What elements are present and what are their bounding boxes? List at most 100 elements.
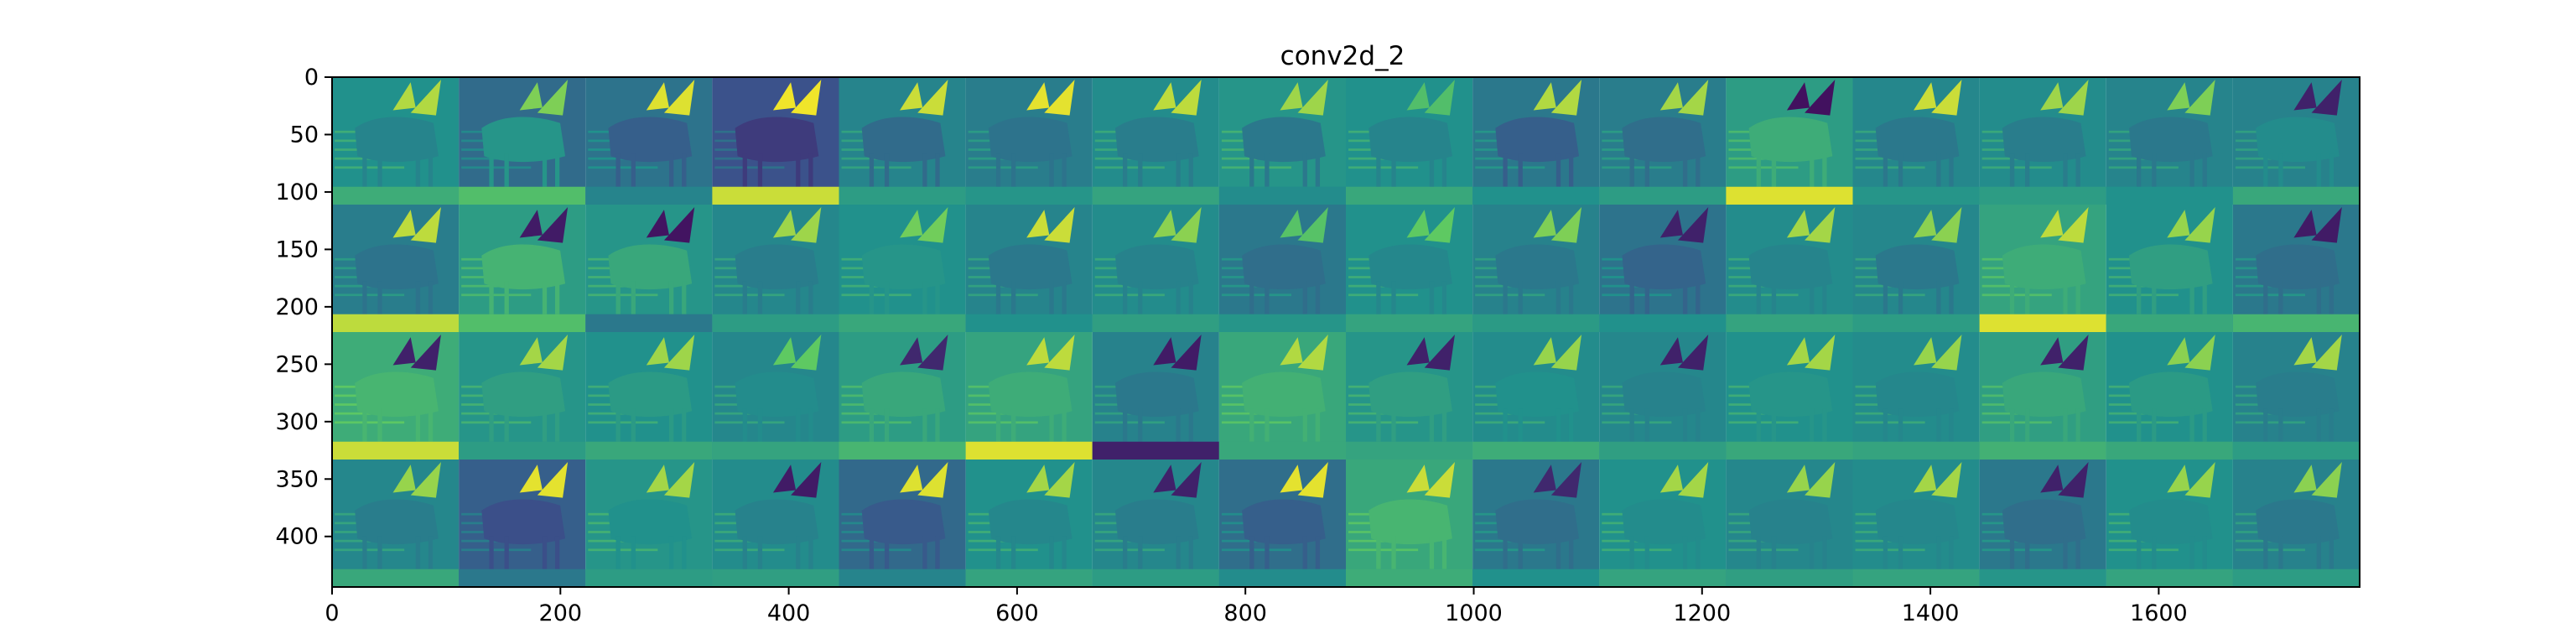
tile-subject-leg (1315, 281, 1321, 314)
tile-subject-leg (995, 408, 1001, 442)
feature-map-tile (585, 332, 713, 460)
tile-ear-right (917, 335, 948, 371)
tile-subject-leg (2009, 281, 2015, 314)
tile-streak (1728, 421, 1799, 424)
tile-ear-right (2058, 462, 2089, 498)
tile-streak (461, 293, 532, 297)
tile-subject-leg (742, 536, 747, 569)
tile-subject-leg (869, 153, 875, 187)
tile-ground (1346, 441, 1473, 460)
tile-streak (335, 293, 405, 297)
feature-map-tile (2232, 460, 2360, 587)
tile-subject-leg (682, 153, 687, 187)
tile-ground (2106, 186, 2233, 205)
tile-ground (459, 186, 586, 205)
tile-subject-leg (542, 408, 548, 442)
tile-subject-leg (554, 281, 560, 314)
tile-streak (1728, 548, 1799, 552)
tile-streak (714, 293, 785, 297)
tile-ground (1852, 314, 1980, 332)
tile-streak (714, 421, 785, 424)
x-axis: 0 200 400 600 800 1000 1200 1400 1600 (325, 587, 2188, 626)
tile-ground (839, 569, 966, 587)
tile-streak (1475, 293, 1545, 297)
tile-subject-body (608, 244, 693, 290)
tile-subject-body (735, 499, 819, 545)
tile-subject-leg (2316, 408, 2321, 442)
tile-ear-right (1044, 80, 1075, 116)
tile-ground (332, 569, 460, 587)
tile-subject-body (1114, 244, 1199, 290)
tile-ear-left (392, 465, 416, 493)
tile-subject-body (608, 499, 693, 545)
tile-ear-left (1026, 465, 1050, 493)
tile-subject-leg (922, 536, 927, 569)
tile-subject-leg (796, 408, 801, 442)
tile-ear-left (772, 82, 797, 111)
tile-subject-leg (884, 281, 890, 314)
tile-streak (968, 548, 1038, 552)
feature-map-tile (1472, 332, 1600, 460)
tile-ear-left (1406, 82, 1430, 111)
feature-map-tile (1092, 332, 1219, 460)
feature-map-tile (965, 332, 1093, 460)
tile-subject-leg (1441, 153, 1447, 187)
tile-ear-right (1931, 462, 1962, 498)
feature-map-tile (1472, 205, 1600, 332)
tile-subject-leg (1810, 536, 1815, 569)
tile-ear-right (1677, 462, 1709, 498)
tile-streak (1602, 166, 1672, 169)
feature-map-tile (2232, 77, 2360, 205)
tile-ground (712, 186, 839, 205)
tile-subject-leg (1771, 281, 1777, 314)
tile-subject-leg (2329, 536, 2334, 569)
feature-map-tile (1726, 332, 1853, 460)
tile-ground (965, 569, 1093, 587)
tile-subject-leg (2063, 408, 2068, 442)
tile-subject-leg (2009, 536, 2015, 569)
feature-map-tile (1092, 460, 1219, 587)
tile-streak (841, 421, 911, 424)
tile-subject-leg (757, 536, 763, 569)
tile-subject-leg (2316, 153, 2321, 187)
tile-subject-leg (884, 536, 890, 569)
tile-subject-body (1875, 244, 1960, 290)
tile-subject-leg (615, 408, 621, 442)
tile-ear-left (646, 337, 669, 366)
tile-ear-left (1914, 210, 1937, 238)
tile-subject-leg (796, 153, 801, 187)
feature-map-tile (1979, 460, 2106, 587)
tile-subject-leg (415, 281, 421, 314)
tile-subject-body (2002, 244, 2086, 290)
feature-map-tile (965, 77, 1093, 205)
y-tick-label: 150 (275, 236, 319, 262)
tile-subject-leg (1049, 153, 1054, 187)
tile-streak (968, 421, 1038, 424)
feature-map-tile (1726, 205, 1853, 332)
tile-subject-leg (542, 281, 548, 314)
feature-map-tile (1979, 77, 2106, 205)
tile-ground (1218, 314, 1347, 332)
tile-subject-leg (1176, 536, 1181, 569)
tile-subject-leg (1265, 281, 1270, 314)
tile-ground (712, 314, 839, 332)
tile-subject-leg (415, 153, 421, 187)
feature-map-tile (1346, 460, 1473, 587)
tile-streak (1094, 293, 1165, 297)
tile-subject-leg (504, 408, 509, 442)
tile-subject-leg (489, 153, 494, 187)
tile-subject-leg (1696, 281, 1701, 314)
tile-subject-leg (995, 153, 1001, 187)
tile-subject-leg (1391, 281, 1396, 314)
tile-ground (1726, 186, 1853, 205)
tile-subject-leg (869, 536, 875, 569)
tile-ear-right (1424, 207, 1455, 243)
tile-subject-body (608, 371, 693, 418)
tile-subject-leg (1518, 281, 1523, 314)
tile-subject-leg (1011, 281, 1016, 314)
tile-streak (2108, 421, 2179, 424)
tile-ground (1218, 186, 1347, 205)
tile-subject-leg (2137, 153, 2142, 187)
tile-ground (459, 569, 586, 587)
tile-ear-left (1153, 465, 1176, 493)
